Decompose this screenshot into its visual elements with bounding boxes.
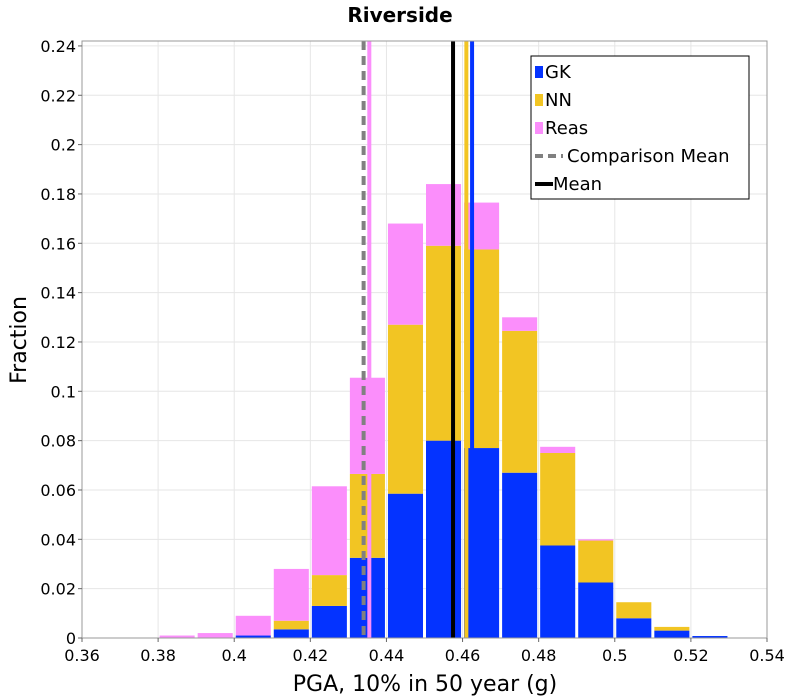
plot-frame [81,40,768,639]
bar-nn [464,249,500,449]
bar-gk [311,605,347,638]
bar-nn [578,540,614,583]
bar-reas [387,223,423,325]
bar-gk [387,493,423,638]
bar-gk [502,472,538,638]
bar-gk [426,440,462,638]
mean-lines [361,41,475,638]
bar-reas [311,486,347,576]
bar-nn [540,452,576,546]
x-tick-label: 0.46 [445,646,481,665]
bar-gk [578,582,614,638]
y-tick-label: 0.06 [40,481,76,500]
legend-swatch-gk [535,66,543,78]
bar-reas [426,184,462,246]
legend-label: Reas [545,118,588,139]
y-tick-label: 0.12 [40,333,76,352]
x-tick-label: 0.42 [293,646,329,665]
bars [159,184,766,639]
legend-swatch-nn [535,94,543,106]
x-tick-label: 0.5 [602,646,627,665]
x-tick-label: 0.54 [749,646,785,665]
bar-nn [311,575,347,606]
x-axis-ticks: 0.36 0.38 0.4 0.42 0.44 0.46 0.48 0.5 0.52 0.54 [64,638,785,665]
x-tick-label: 0.4 [221,646,246,665]
y-axis-title: Fraction [7,296,32,384]
y-tick-label: 0.08 [40,432,76,451]
y-tick-label: 0.14 [40,284,76,303]
bar-nn [426,245,462,441]
bar-reas [464,202,500,250]
x-tick-label: 0.48 [521,646,557,665]
legend-label: NN [545,90,572,111]
bar-gk [464,448,500,638]
bar-reas [578,539,614,541]
chart-title: Riverside [347,3,452,27]
bar-gk [235,635,271,638]
bar-reas [540,446,576,453]
bar-reas [235,615,271,636]
x-axis-title: PGA, 10% in 50 year (g) [293,672,557,697]
bar-reas [197,633,233,638]
legend-label: Mean [553,174,602,195]
bar-gk [273,629,309,638]
bar-reas [502,317,538,331]
y-tick-label: 0.24 [40,37,76,56]
y-tick-label: 0.2 [51,136,76,155]
bar-reas [159,635,195,638]
bar-gk [692,636,728,638]
y-tick-label: 0.16 [40,234,76,253]
y-tick-label: 0.04 [40,530,76,549]
x-tick-label: 0.44 [369,646,405,665]
bar-gk [540,545,576,638]
x-tick-label: 0.36 [64,646,100,665]
x-tick-label: 0.38 [140,646,176,665]
bar-nn [502,330,538,473]
bar-gk [654,630,690,638]
bar-reas [273,568,309,621]
y-tick-label: 0.1 [51,382,76,401]
y-axis-ticks: 0 0.02 0.04 0.06 0.08 0.1 0.12 0.14 0.16 0.18 0.2 0… [40,37,82,648]
legend-box [530,55,750,200]
legend-label: Comparison Mean [567,146,730,167]
y-tick-label: 0 [66,629,76,648]
legend-swatch-reas [535,122,543,134]
legend: GK NN Reas Comparison Mean Mean [530,55,750,200]
y-tick-label: 0.02 [40,580,76,599]
bar-nn [387,324,423,494]
x-tick-label: 0.52 [673,646,709,665]
legend-label: GK [545,62,572,83]
bar-nn [654,626,690,631]
y-tick-label: 0.22 [40,86,76,105]
y-tick-label: 0.18 [40,185,76,204]
bar-gk [616,618,652,638]
bar-nn [273,620,309,630]
bar-nn [616,602,652,619]
